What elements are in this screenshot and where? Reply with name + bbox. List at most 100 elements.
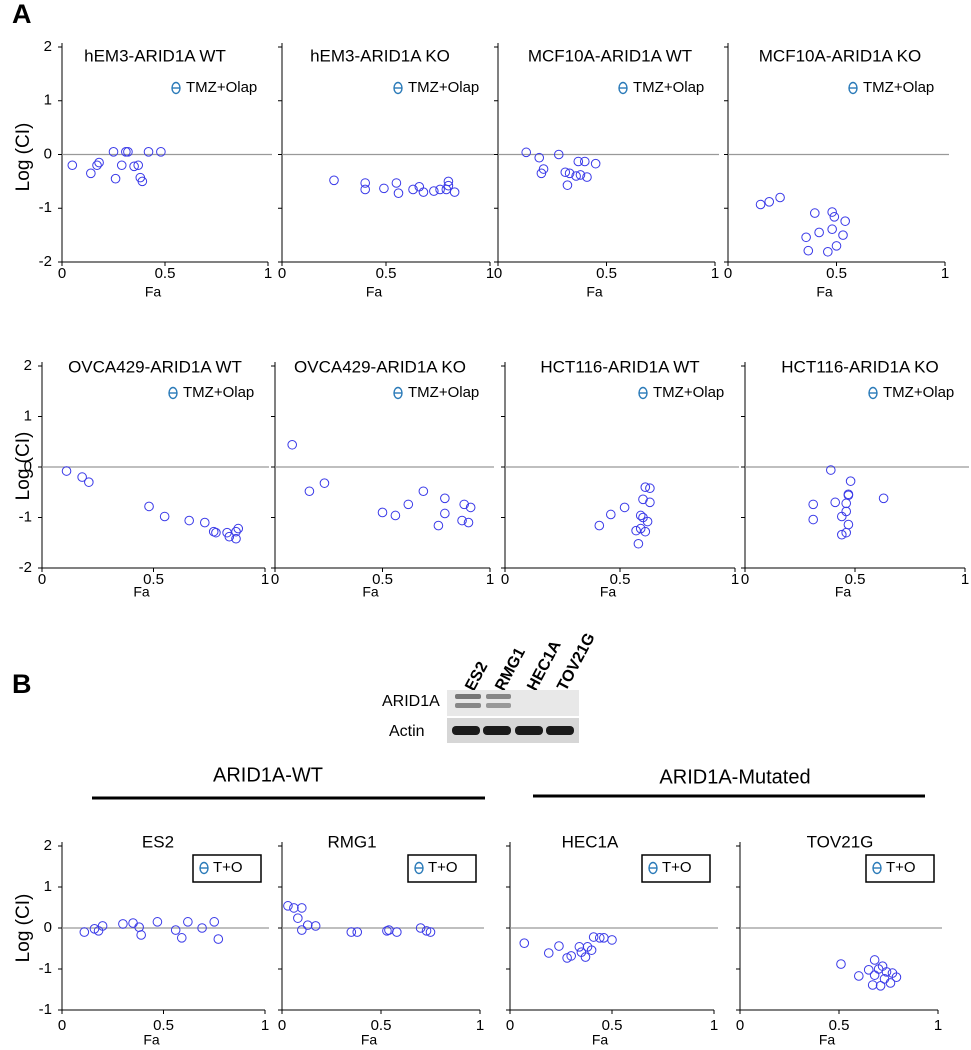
point [77, 472, 87, 482]
point [289, 903, 299, 913]
point [881, 967, 892, 977]
point [287, 439, 298, 450]
panel: 0 0.5 1 HCT116-ARID1A KO Fa TMZ+Olap [741, 357, 969, 599]
band-label: Actin [389, 723, 425, 740]
point [443, 180, 454, 191]
x-tick-label: 0 [741, 571, 749, 588]
point [231, 533, 241, 544]
x-axis-label: Fa [586, 284, 603, 300]
band [483, 726, 511, 735]
point [329, 175, 339, 186]
y-tick-label: 0 [44, 145, 52, 162]
point [562, 180, 573, 190]
point [645, 483, 655, 494]
panel: 0 0.5 1 MCF10A-ARID1A WT Fa TMZ+Olap [494, 43, 719, 300]
chart-title: MCF10A-ARID1A WT [528, 46, 692, 65]
point [302, 920, 313, 930]
point [391, 178, 402, 188]
point [425, 927, 436, 937]
x-tick-label: 0.5 [376, 265, 397, 282]
point [415, 923, 426, 933]
point [633, 538, 644, 549]
x-tick-label: 0 [494, 265, 502, 282]
x-tick-label: 1 [934, 1017, 942, 1034]
x-tick-label: 0.5 [610, 571, 631, 588]
point [521, 147, 532, 158]
legend-label: TMZ+Olap [653, 384, 724, 401]
western-blot: ES2 RMG1 HEC1A TOV21G ARID1A Actin [382, 630, 599, 743]
x-tick-label: 1 [961, 571, 969, 588]
band [486, 703, 511, 708]
panel: 0 0.5 1 TOV21G Fa T+O [736, 832, 942, 1047]
point [110, 173, 121, 184]
point [159, 511, 170, 522]
y-tick-label: 0 [44, 919, 52, 936]
panel: 0 0.5 1 hEM3-ARID1A KO Fa TMZ+Olap [278, 43, 494, 300]
point [457, 515, 467, 526]
panel: 0 0.5 1 -2 -1 0 1 2 hEM3-ARID1A WT Fa Log (CI) TMZ+… [13, 38, 272, 300]
point [61, 466, 72, 476]
x-axis-label: Fa [145, 284, 162, 300]
point [183, 917, 193, 927]
point [803, 245, 814, 256]
point [421, 926, 432, 936]
point [829, 212, 840, 222]
point [843, 489, 854, 500]
point [543, 948, 554, 958]
x-tick-label: 0.5 [596, 265, 617, 282]
point [211, 527, 221, 538]
point [590, 158, 601, 169]
point [352, 927, 363, 937]
band [455, 694, 481, 699]
point [304, 486, 315, 497]
point [588, 932, 599, 942]
x-tick-label: 0.5 [143, 571, 164, 588]
x-tick-label: 0 [58, 265, 66, 282]
point [418, 486, 429, 497]
x-axis-label: Fa [362, 584, 379, 600]
point [808, 514, 819, 525]
x-tick-label: 0 [38, 571, 46, 588]
point [775, 192, 785, 203]
y-axis-label: Log (CI) [13, 123, 34, 192]
panel: 0 0.5 1 -1 -1 0 1 2 ES2 Fa Log (CI) T+O [13, 832, 269, 1047]
x-tick-label: 0 [271, 571, 279, 588]
point [843, 519, 854, 530]
point [443, 176, 454, 187]
point [607, 935, 617, 945]
point [827, 207, 837, 217]
x-tick-label: 0 [278, 1017, 286, 1034]
point [293, 913, 303, 923]
x-axis-label: Fa [361, 1032, 378, 1048]
y-tick-label: 1 [44, 92, 52, 109]
point [392, 927, 402, 937]
point [575, 170, 586, 180]
y-axis-label: Log (CI) [13, 894, 34, 963]
point [233, 523, 244, 534]
chart-title: HCT116-ARID1A WT [540, 357, 699, 376]
point [156, 147, 166, 157]
x-tick-label: 0.5 [845, 571, 866, 588]
legend-frame [865, 854, 935, 883]
x-tick-label: 0.5 [602, 1017, 623, 1034]
point [429, 186, 439, 196]
point [854, 971, 864, 981]
point [116, 160, 127, 171]
y-tick-label: -1 [39, 199, 52, 216]
x-tick-label: 1 [711, 265, 719, 282]
x-tick-label: 1 [731, 571, 739, 588]
point [213, 934, 224, 944]
point [346, 927, 357, 937]
point [459, 499, 470, 510]
point [297, 903, 307, 913]
point [136, 930, 146, 940]
point [209, 917, 220, 927]
y-tick-label: 1 [24, 407, 32, 424]
point [143, 147, 154, 157]
point [108, 147, 119, 157]
point [199, 517, 210, 528]
point [92, 160, 102, 171]
x-tick-label: 0 [278, 265, 286, 282]
point [79, 927, 90, 937]
point [84, 477, 94, 487]
